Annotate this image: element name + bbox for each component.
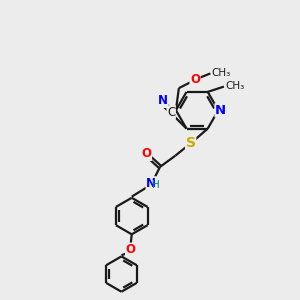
Text: C: C [167,106,175,119]
Text: N: N [215,104,226,117]
Text: CH₃: CH₃ [212,68,231,78]
Text: N: N [158,94,168,107]
Text: O: O [142,147,152,161]
Text: H: H [152,180,160,190]
Text: CH₃: CH₃ [225,81,244,91]
Text: N: N [146,177,156,190]
Text: S: S [186,136,196,150]
Text: O: O [126,243,136,256]
Text: O: O [190,73,200,86]
